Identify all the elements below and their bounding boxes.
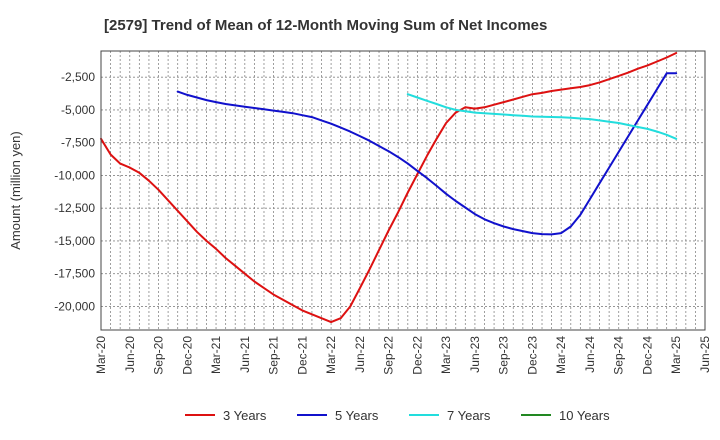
series-line-7-years [406,93,678,140]
x-tick-label: Sep-22 [382,336,396,375]
x-tick-label: Dec-20 [180,336,194,375]
x-tick-label: Mar-23 [439,336,453,374]
x-tick-label: Jun-21 [238,336,252,373]
y-axis-ticks: -2,500 -5,000 -7,500 -10,000 -12,500 -15,000 -… [54,70,95,313]
y-tick-label: -5,000 [61,103,95,117]
legend-label: 10 Years [559,408,610,423]
x-tick-label: Mar-25 [669,336,683,374]
x-tick-label: Dec-21 [295,336,309,375]
x-tick-label: Dec-23 [525,336,539,375]
plot-frame [100,50,706,331]
x-tick-label: Jun-23 [468,336,482,373]
x-tick-label: Jun-25 [698,336,712,373]
x-tick-label: Sep-21 [267,336,281,375]
legend: 3 Years 5 Years 7 Years 10 Years [185,408,610,423]
y-tick-label: -12,500 [54,201,95,215]
x-tick-label: Mar-20 [94,336,108,374]
series-line-5-years [176,72,678,236]
legend-label: 3 Years [223,408,267,423]
y-tick-label: -20,000 [54,299,95,313]
y-tick-label: -17,500 [54,267,95,281]
x-tick-label: Dec-22 [410,336,424,375]
x-tick-label: Sep-20 [152,336,166,375]
x-tick-label: Jun-20 [123,336,137,373]
y-tick-label: -7,500 [61,136,95,150]
chart-title: [2579] Trend of Mean of 12-Month Moving … [104,17,547,34]
legend-label: 7 Years [447,408,491,423]
x-tick-label: Sep-24 [612,336,626,375]
x-tick-label: Sep-23 [497,336,511,375]
x-tick-label: Dec-24 [640,336,654,375]
series-line-3-years [100,52,678,324]
x-tick-label: Mar-21 [209,336,223,374]
x-tick-label: Mar-22 [324,336,338,374]
x-tick-label: Jun-24 [583,336,597,373]
legend-label: 5 Years [335,408,379,423]
y-tick-label: -2,500 [61,70,95,84]
x-tick-label: Mar-24 [554,336,568,374]
y-axis-label: Amount (million yen) [8,131,23,250]
grid [100,51,706,330]
x-tick-label: Jun-22 [353,336,367,373]
series-layer [100,52,678,324]
x-axis-ticks: Mar-20 Jun-20 Sep-20 Dec-20 Mar-21 Jun-21 Sep-… [94,336,712,375]
y-tick-label: -15,000 [54,234,95,248]
y-tick-label: -10,000 [54,168,95,182]
